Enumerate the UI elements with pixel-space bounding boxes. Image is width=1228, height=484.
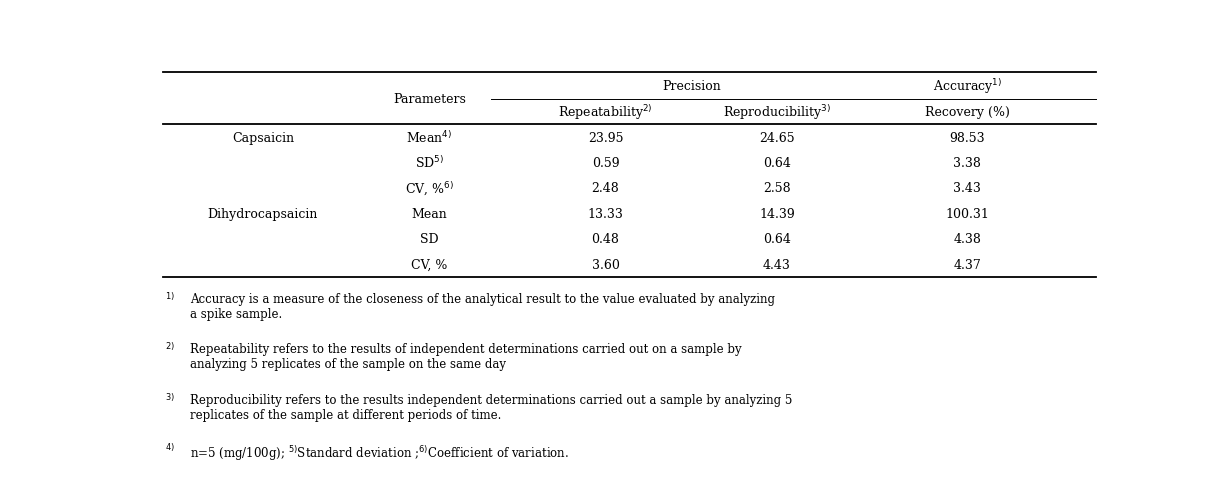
Text: Repeatability$^{2)}$: Repeatability$^{2)}$ bbox=[559, 103, 653, 122]
Text: $^{1)}$: $^{1)}$ bbox=[165, 292, 174, 305]
Text: Dihydrocapsaicin: Dihydrocapsaicin bbox=[208, 207, 318, 220]
Text: 23.95: 23.95 bbox=[588, 131, 624, 144]
Text: CV, %$^{6)}$: CV, %$^{6)}$ bbox=[405, 180, 454, 197]
Text: Mean$^{4)}$: Mean$^{4)}$ bbox=[406, 130, 453, 146]
Text: Reproducibility refers to the results independent determinations carried out a s: Reproducibility refers to the results in… bbox=[189, 393, 792, 421]
Text: 24.65: 24.65 bbox=[759, 131, 795, 144]
Text: SD$^{5)}$: SD$^{5)}$ bbox=[415, 155, 445, 171]
Text: 98.53: 98.53 bbox=[949, 131, 985, 144]
Text: Mean: Mean bbox=[411, 207, 447, 220]
Text: $^{3)}$: $^{3)}$ bbox=[165, 393, 174, 406]
Text: Capsaicin: Capsaicin bbox=[232, 131, 293, 144]
Text: Accuracy is a measure of the closeness of the analytical result to the value eva: Accuracy is a measure of the closeness o… bbox=[189, 292, 775, 320]
Text: n=5 (mg/100g); $^{5)}$Standard deviation ;$^{6)}$Coefficient of variation.: n=5 (mg/100g); $^{5)}$Standard deviation… bbox=[189, 443, 569, 462]
Text: 0.64: 0.64 bbox=[763, 233, 791, 246]
Text: 2.48: 2.48 bbox=[592, 182, 619, 195]
Text: 4.38: 4.38 bbox=[953, 233, 981, 246]
Text: 2.58: 2.58 bbox=[763, 182, 791, 195]
Text: 100.31: 100.31 bbox=[946, 207, 989, 220]
Text: 3.38: 3.38 bbox=[953, 157, 981, 170]
Text: Repeatability refers to the results of independent determinations carried out on: Repeatability refers to the results of i… bbox=[189, 343, 742, 370]
Text: SD: SD bbox=[420, 233, 438, 246]
Text: 14.39: 14.39 bbox=[759, 207, 795, 220]
Text: Precision: Precision bbox=[662, 80, 721, 93]
Text: 0.59: 0.59 bbox=[592, 157, 619, 170]
Text: CV, %: CV, % bbox=[411, 258, 448, 271]
Text: 3.43: 3.43 bbox=[953, 182, 981, 195]
Text: Accuracy$^{1)}$: Accuracy$^{1)}$ bbox=[933, 77, 1002, 96]
Text: 4.37: 4.37 bbox=[953, 258, 981, 271]
Text: 13.33: 13.33 bbox=[588, 207, 624, 220]
Text: 0.48: 0.48 bbox=[592, 233, 619, 246]
Text: 4.43: 4.43 bbox=[763, 258, 791, 271]
Text: Reproducibility$^{3)}$: Reproducibility$^{3)}$ bbox=[723, 103, 831, 122]
Text: Parameters: Parameters bbox=[393, 92, 465, 106]
Text: 0.64: 0.64 bbox=[763, 157, 791, 170]
Text: 3.60: 3.60 bbox=[592, 258, 619, 271]
Text: Recovery (%): Recovery (%) bbox=[925, 106, 1009, 119]
Text: $^{4)}$: $^{4)}$ bbox=[165, 443, 174, 456]
Text: $^{2)}$: $^{2)}$ bbox=[165, 343, 174, 355]
